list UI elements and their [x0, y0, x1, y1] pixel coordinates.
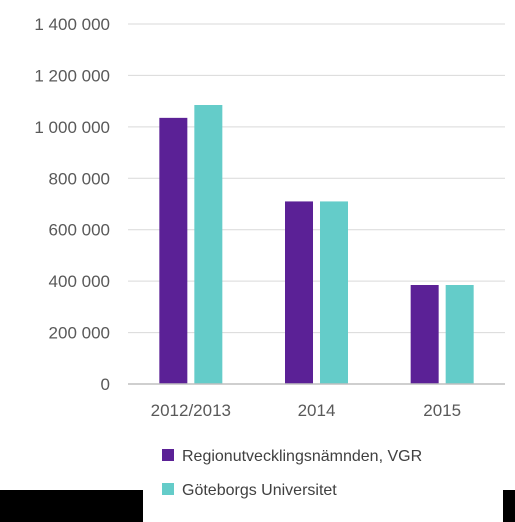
y-tick-label: 400 000 — [49, 272, 110, 291]
legend-label-gu: Göteborgs Universitet — [182, 482, 337, 499]
y-tick-label: 0 — [101, 375, 110, 394]
bar-gu-0 — [194, 105, 223, 384]
x-axis-category-labels: 2012/2013 2014 2015 — [151, 401, 461, 420]
legend: Regionutvecklingsnämnden, VGR Göteborgs U… — [162, 448, 422, 499]
legend-swatch-gu — [162, 483, 174, 495]
x-category-label: 2015 — [423, 401, 461, 420]
bar-vgr-1 — [285, 201, 313, 384]
y-tick-label: 800 000 — [49, 169, 110, 188]
legend-swatch-vgr — [162, 449, 174, 461]
x-category-label: 2012/2013 — [151, 401, 231, 420]
legend-label-vgr: Regionutvecklingsnämnden, VGR — [182, 448, 422, 465]
y-tick-label: 1 400 000 — [34, 15, 110, 34]
bar-gu-2 — [445, 285, 474, 384]
y-tick-label: 200 000 — [49, 324, 110, 343]
gridlines — [128, 23, 505, 334]
x-category-label: 2014 — [298, 401, 336, 420]
bar-vgr-2 — [410, 285, 439, 384]
y-tick-label: 600 000 — [49, 221, 110, 240]
bar-vgr-0 — [159, 117, 188, 384]
y-tick-label: 1 000 000 — [34, 118, 110, 137]
black-corner-block — [0, 490, 143, 522]
black-corner-block-right — [503, 490, 515, 522]
bar-gu-1 — [320, 201, 348, 384]
y-tick-label: 1 200 000 — [34, 66, 110, 85]
bars — [159, 105, 474, 384]
y-axis-tick-labels: 0 200 000 400 000 600 000 800 000 1 000 000 1 … — [34, 15, 110, 394]
